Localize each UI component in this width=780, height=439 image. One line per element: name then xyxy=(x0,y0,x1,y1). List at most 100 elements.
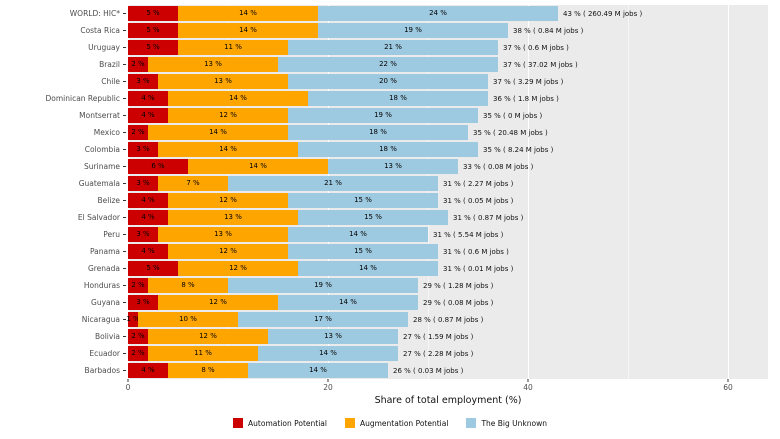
segment-value-label: 3 % xyxy=(136,179,150,187)
segment-value-label: 11 % xyxy=(224,43,242,51)
bar-segment-augmentation: 8 % xyxy=(168,363,248,378)
y-axis-label-text: Chile xyxy=(101,77,120,86)
total-label: 31 % ( 5.54 M jobs ) xyxy=(433,230,504,239)
y-axis-label-text: Guyana xyxy=(91,298,120,307)
total-label: 36 % ( 1.8 M jobs ) xyxy=(493,94,559,103)
y-tick-mark xyxy=(123,217,126,218)
bar-segment-big-unknown: 14 % xyxy=(248,363,388,378)
y-axis-label: Guatemala xyxy=(0,175,128,192)
bar-row: 3 % 14 % 18 % 35 % ( 8.24 M jobs ) xyxy=(128,141,768,158)
segment-value-label: 22 % xyxy=(379,60,397,68)
total-label: 37 % ( 0.6 M jobs ) xyxy=(503,43,569,52)
bar-segment-augmentation: 14 % xyxy=(158,142,298,157)
bar-segment-automation: 2 % xyxy=(128,125,148,140)
bar-segment-augmentation: 7 % xyxy=(158,176,228,191)
segment-value-label: 2 % xyxy=(131,281,145,289)
bar-segment-automation: 5 % xyxy=(128,6,178,21)
panel-wrap: 5 % 14 % 24 % 43 % ( 260.49 M jobs ) 5 % 14 %… xyxy=(125,5,768,406)
y-axis-label: Ecuador xyxy=(0,345,128,362)
y-axis-label-text: Barbados xyxy=(84,366,120,375)
gridline-minor xyxy=(428,5,429,379)
bar-row: 2 % 12 % 13 % 27 % ( 1.59 M jobs ) xyxy=(128,328,768,345)
y-axis-label-text: Costa Rica xyxy=(80,26,120,35)
y-axis-label: Dominican Republic xyxy=(0,90,128,107)
segment-value-label: 4 % xyxy=(141,366,155,374)
y-axis-label-text: Grenada xyxy=(87,264,120,273)
segment-value-label: 15 % xyxy=(364,213,382,221)
segment-value-label: 10 % xyxy=(179,315,197,323)
y-axis-label: Colombia xyxy=(0,141,128,158)
total-label: 31 % ( 0.05 M jobs ) xyxy=(443,196,514,205)
bar-segment-automation: 4 % xyxy=(128,210,168,225)
bar-row: 2 % 14 % 18 % 35 % ( 20.48 M jobs ) xyxy=(128,124,768,141)
bar-segment-automation: 4 % xyxy=(128,193,168,208)
y-tick-mark xyxy=(123,234,126,235)
y-axis-label: Peru xyxy=(0,226,128,243)
y-axis-label-text: El Salvador xyxy=(77,213,120,222)
bar-segment-automation: 5 % xyxy=(128,261,178,276)
segment-value-label: 3 % xyxy=(136,298,150,306)
bar-row: 4 % 14 % 18 % 36 % ( 1.8 M jobs ) xyxy=(128,90,768,107)
bar-segment-big-unknown: 19 % xyxy=(288,108,478,123)
legend-swatch xyxy=(344,418,355,428)
segment-value-label: 5 % xyxy=(146,26,160,34)
y-axis-label-text: Uruguay xyxy=(88,43,120,52)
y-axis-label: Barbados xyxy=(0,362,128,379)
bar-segment-augmentation: 12 % xyxy=(168,193,288,208)
bar-row: 3 % 12 % 14 % 29 % ( 0.08 M jobs ) xyxy=(128,294,768,311)
bar-segment-big-unknown: 20 % xyxy=(288,74,488,89)
plot-area: WORLD: HIC* Costa Rica Uruguay Brazil Chile D… xyxy=(0,5,768,406)
y-tick-mark xyxy=(123,47,126,48)
segment-value-label: 2 % xyxy=(131,332,145,340)
y-axis-label-text: Belize xyxy=(97,196,120,205)
x-tick-mark xyxy=(127,379,129,382)
bar-segment-automation: 2 % xyxy=(128,346,148,361)
y-tick-mark xyxy=(123,30,126,31)
bar-segment-augmentation: 12 % xyxy=(158,295,278,310)
bar-row: 4 % 12 % 19 % 35 % ( 0 M jobs ) xyxy=(128,107,768,124)
y-axis-label: Bolivia xyxy=(0,328,128,345)
bar-segment-augmentation: 13 % xyxy=(158,74,288,89)
segment-value-label: 18 % xyxy=(379,145,397,153)
segment-value-label: 2 % xyxy=(131,128,145,136)
legend-swatch xyxy=(466,418,477,428)
legend-item: Augmentation Potential xyxy=(344,418,448,428)
gridline-major xyxy=(128,5,129,379)
segment-value-label: 14 % xyxy=(249,162,267,170)
bar-segment-big-unknown: 18 % xyxy=(288,125,468,140)
segment-value-label: 20 % xyxy=(379,77,397,85)
bar-segment-big-unknown: 19 % xyxy=(228,278,418,293)
segment-value-label: 12 % xyxy=(219,247,237,255)
bar-segment-big-unknown: 14 % xyxy=(298,261,438,276)
bar-segment-augmentation: 12 % xyxy=(168,108,288,123)
segment-value-label: 15 % xyxy=(354,196,372,204)
segment-value-label: 3 % xyxy=(136,230,150,238)
segment-value-label: 14 % xyxy=(239,9,257,17)
segment-value-label: 13 % xyxy=(324,332,342,340)
y-axis-label-text: Montserrat xyxy=(79,111,120,120)
segment-value-label: 13 % xyxy=(214,77,232,85)
x-tick-label: 40 xyxy=(523,383,533,392)
y-tick-mark xyxy=(123,353,126,354)
bar-segment-augmentation: 12 % xyxy=(178,261,298,276)
bar-segment-big-unknown: 24 % xyxy=(318,6,558,21)
bar-segment-big-unknown: 21 % xyxy=(228,176,438,191)
segment-value-label: 5 % xyxy=(146,43,160,51)
bar-segment-big-unknown: 19 % xyxy=(318,23,508,38)
y-axis-label: Guyana xyxy=(0,294,128,311)
total-label: 31 % ( 2.27 M jobs ) xyxy=(443,179,514,188)
segment-value-label: 14 % xyxy=(309,366,327,374)
y-axis-label: Nicaragua xyxy=(0,311,128,328)
segment-value-label: 19 % xyxy=(374,111,392,119)
segment-value-label: 15 % xyxy=(354,247,372,255)
bar-segment-augmentation: 14 % xyxy=(188,159,328,174)
gridline-major xyxy=(328,5,329,379)
x-tick-label: 0 xyxy=(125,383,131,392)
legend-item: Automation Potential xyxy=(233,418,327,428)
gridline-major xyxy=(528,5,529,379)
y-axis-label: Chile xyxy=(0,73,128,90)
y-tick-mark xyxy=(123,81,126,82)
segment-value-label: 21 % xyxy=(384,43,402,51)
total-label: 37 % ( 3.29 M jobs ) xyxy=(493,77,564,86)
